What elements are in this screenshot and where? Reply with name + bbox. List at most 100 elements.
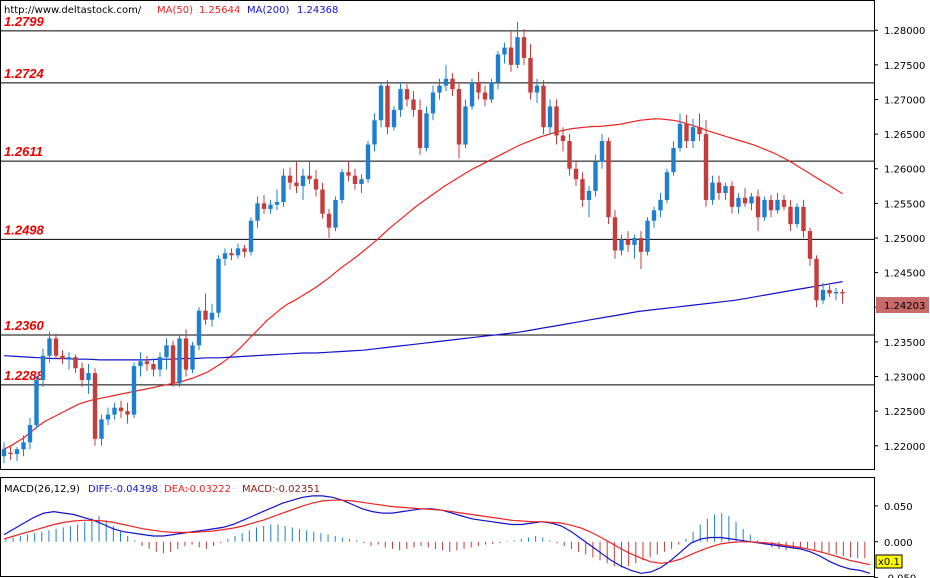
candle-body (463, 106, 468, 145)
candle-body (1, 449, 7, 457)
candle-body (261, 203, 267, 209)
candle-body (794, 206, 800, 225)
candle-body (346, 172, 351, 176)
candle-body (827, 289, 832, 294)
candle-body (281, 175, 286, 202)
candlesticks (1, 21, 845, 464)
candle-body (606, 141, 611, 218)
candle-body (820, 289, 826, 301)
candle-body (326, 213, 332, 228)
candle-body (833, 292, 839, 294)
candle-body (534, 85, 540, 93)
candle-body (814, 258, 819, 301)
candle-body (437, 85, 442, 93)
price-tick-label: 1.23000 (884, 373, 925, 384)
candle-body (723, 186, 728, 193)
price-tick-label: 1.22500 (884, 407, 925, 418)
candle-body (300, 175, 306, 187)
candle-body (164, 345, 169, 358)
candle-body (430, 92, 436, 114)
candle-body (456, 89, 462, 145)
ma50-value: 1.25644 (199, 5, 240, 16)
candle-body (79, 368, 85, 380)
macd-indicator (3, 495, 871, 574)
macd-diff-value: -0.04398 (113, 484, 158, 495)
candle-body (515, 37, 520, 65)
candle-body (255, 203, 260, 221)
candle-body (840, 292, 845, 294)
candle-body (398, 89, 403, 110)
candle-body (547, 106, 553, 128)
candle-body (378, 85, 384, 121)
candle-body (651, 210, 657, 221)
price-tick-label: 1.26000 (884, 165, 925, 176)
candle-body (229, 253, 234, 256)
price-tick-label: 1.24500 (884, 269, 925, 280)
candle-body (73, 357, 78, 369)
candle-body (573, 168, 579, 180)
candle-body (411, 99, 416, 110)
candle-body (359, 179, 364, 184)
last-price-tag (876, 297, 929, 313)
candle-body (612, 217, 618, 251)
price-tick-label: 1.26500 (884, 130, 925, 141)
candle-body (47, 338, 52, 356)
scale-badge[interactable] (875, 554, 903, 569)
candle-body (528, 57, 533, 93)
macd-tick-label: 0.050 (884, 502, 913, 513)
candle-body (112, 407, 117, 415)
candle-body (339, 172, 345, 200)
candle-body (476, 82, 481, 93)
candle-body (27, 424, 33, 443)
candle-body (749, 196, 754, 204)
candle-body (801, 206, 806, 232)
candle-body (710, 182, 715, 200)
candle-body (287, 175, 293, 183)
price-tick-label: 1.28000 (884, 26, 925, 37)
candle-body (671, 147, 676, 173)
candle-body (690, 127, 696, 142)
candle-body (417, 109, 423, 148)
candle-body (333, 199, 338, 228)
candle-body (99, 419, 104, 439)
candle-body (320, 189, 325, 214)
candle-body (443, 78, 449, 86)
level-label-1.2799: 1.2799 (4, 14, 45, 29)
ma50-line (3, 118, 843, 450)
macd-dea-value: -0.03222 (186, 484, 231, 495)
candle-body (567, 141, 572, 169)
candle-body (105, 414, 111, 420)
candle-body (203, 310, 208, 320)
candle-body (658, 199, 663, 211)
candle-body (736, 197, 741, 207)
candle-body (177, 338, 182, 384)
macd-hist-value: -0.02351 (275, 484, 320, 495)
candle-body (664, 172, 670, 200)
candle-body (645, 220, 650, 252)
candle-body (235, 248, 241, 256)
candle-body (365, 144, 371, 180)
ma200-value: 1.24368 (297, 5, 338, 16)
candle-body (313, 179, 319, 190)
candle-body (755, 196, 761, 218)
candle-body (190, 345, 195, 370)
price-tick-label: 1.22000 (884, 442, 925, 453)
candle-body (151, 364, 156, 370)
candle-body (541, 85, 546, 128)
candle-body (294, 182, 299, 187)
level-label-1.2360: 1.2360 (4, 318, 45, 333)
macd-tick-label: -0.050 (884, 574, 916, 578)
candle-body (619, 239, 624, 251)
price-axis: 1.28000 1.27500 1.27000 1.26500 1.26000 1.255… (874, 26, 925, 453)
candle-body (521, 37, 527, 58)
candle-body (489, 82, 494, 100)
candle-body (775, 199, 780, 211)
level-label-1.2611: 1.2611 (4, 144, 43, 159)
macd-dea-label: DEA: (164, 484, 188, 495)
price-tick-label: 1.25000 (884, 234, 925, 245)
candle-body (170, 345, 176, 384)
candle-body (60, 355, 65, 360)
price-pane-frame (0, 0, 875, 470)
candle-body (222, 253, 228, 259)
candle-body (92, 373, 98, 439)
